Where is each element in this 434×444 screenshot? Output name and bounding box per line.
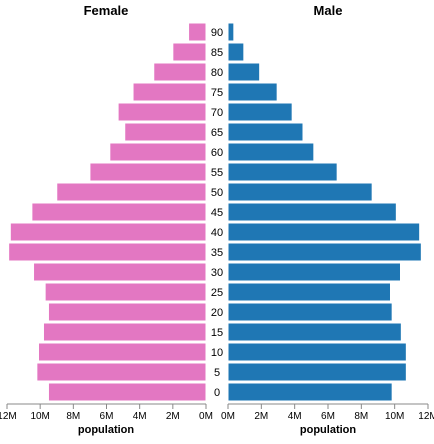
female-tick-label-12M: 12M <box>0 411 17 422</box>
female-bar-age-65 <box>124 122 207 142</box>
female-bar-age-60 <box>109 142 207 162</box>
male-tick-label-6M: 6M <box>321 411 335 422</box>
age-label-30: 30 <box>211 267 223 279</box>
male-tick-label-8M: 8M <box>354 411 368 422</box>
female-bars <box>8 22 207 402</box>
age-label-10: 10 <box>211 347 223 359</box>
age-label-75: 75 <box>211 87 223 99</box>
male-bar-age-25 <box>227 282 391 302</box>
male-bar-age-50 <box>227 182 373 202</box>
male-bar-age-10 <box>227 342 407 362</box>
age-label-5: 5 <box>214 367 220 379</box>
female-bar-age-20 <box>47 302 207 322</box>
male-bar-age-85 <box>227 42 245 62</box>
age-label-85: 85 <box>211 47 223 59</box>
female-bar-age-75 <box>132 82 207 102</box>
male-bar-age-75 <box>227 82 278 102</box>
female-tick-label-4M: 4M <box>133 411 147 422</box>
age-label-60: 60 <box>211 147 223 159</box>
male-bar-age-15 <box>227 322 402 342</box>
male-bars <box>227 22 422 402</box>
female-bar-age-0 <box>47 382 207 402</box>
female-bar-age-5 <box>36 362 207 382</box>
age-label-80: 80 <box>211 67 223 79</box>
age-label-35: 35 <box>211 247 223 259</box>
age-label-50: 50 <box>211 187 223 199</box>
female-tick-label-0M: 0M <box>199 411 213 422</box>
male-bar-age-70 <box>227 102 293 122</box>
female-bar-age-70 <box>117 102 207 122</box>
age-label-25: 25 <box>211 287 223 299</box>
male-bar-age-80 <box>227 62 261 82</box>
male-bar-age-60 <box>227 142 315 162</box>
female-bar-age-15 <box>42 322 207 342</box>
female-bar-age-45 <box>31 202 207 222</box>
male-tick-label-2M: 2M <box>254 411 268 422</box>
male-bar-age-65 <box>227 122 304 142</box>
female-tick-label-6M: 6M <box>100 411 114 422</box>
female-tick-label-8M: 8M <box>66 411 80 422</box>
female-tick-label-10M: 10M <box>30 411 49 422</box>
female-x-axis-ticks: 0M 2M 4M 6M 8M 10M 12M <box>0 404 213 422</box>
female-x-axis-title: population <box>78 424 134 436</box>
female-panel-title: Female <box>84 3 129 18</box>
female-tick-label-2M: 2M <box>166 411 180 422</box>
age-label-70: 70 <box>211 107 223 119</box>
female-bar-age-80 <box>153 62 207 82</box>
male-bar-age-45 <box>227 202 397 222</box>
female-bar-age-30 <box>33 262 207 282</box>
age-label-40: 40 <box>211 227 223 239</box>
age-label-65: 65 <box>211 127 223 139</box>
female-bar-age-40 <box>9 222 207 242</box>
female-bar-age-35 <box>8 242 207 262</box>
female-bar-age-25 <box>44 282 207 302</box>
male-bar-age-0 <box>227 382 393 402</box>
age-label-55: 55 <box>211 167 223 179</box>
male-tick-label-0M: 0M <box>221 411 235 422</box>
male-bar-age-5 <box>227 362 407 382</box>
male-tick-label-12M: 12M <box>418 411 434 422</box>
male-x-axis-title: population <box>300 424 356 436</box>
female-bar-age-50 <box>56 182 207 202</box>
age-label-90: 90 <box>211 27 223 39</box>
age-label-20: 20 <box>211 307 223 319</box>
male-bar-age-40 <box>227 222 421 242</box>
male-bar-age-20 <box>227 302 393 322</box>
male-bar-age-30 <box>227 262 401 282</box>
male-panel-title: Male <box>314 3 343 18</box>
female-bar-age-90 <box>188 22 207 42</box>
female-bar-age-10 <box>38 342 207 362</box>
male-tick-label-10M: 10M <box>385 411 404 422</box>
female-bar-age-85 <box>172 42 207 62</box>
male-bar-age-35 <box>227 242 422 262</box>
age-label-15: 15 <box>211 327 223 339</box>
male-bar-age-55 <box>227 162 338 182</box>
male-tick-label-4M: 4M <box>288 411 302 422</box>
age-label-0: 0 <box>214 387 220 399</box>
male-bar-age-90 <box>227 22 235 42</box>
male-x-axis-ticks: 0M 2M 4M 6M 8M 10M 12M <box>221 404 434 422</box>
female-bar-age-55 <box>89 162 207 182</box>
age-label-45: 45 <box>211 207 223 219</box>
